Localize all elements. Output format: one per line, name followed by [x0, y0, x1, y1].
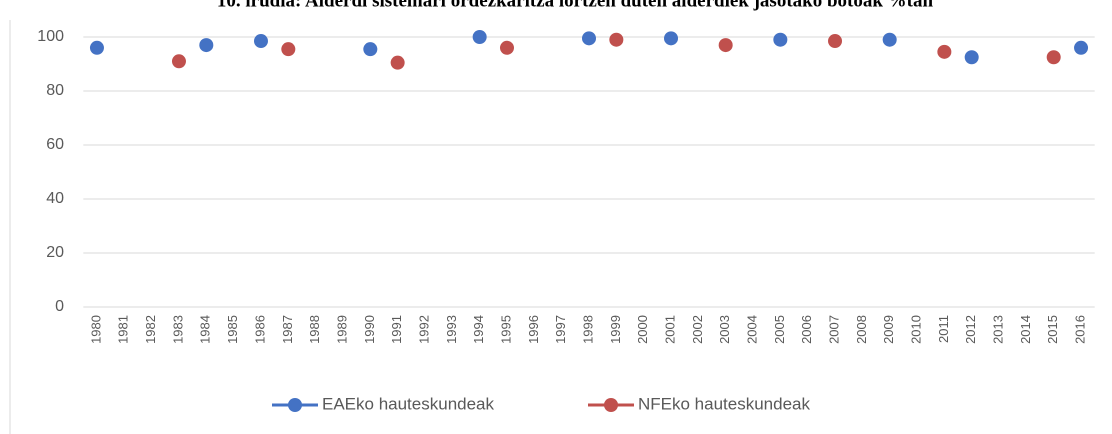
- x-tick-label: 2009: [881, 315, 896, 344]
- legend-label: NFEko hauteskundeak: [638, 394, 810, 413]
- x-tick-label: 2005: [772, 315, 787, 344]
- x-tick-label: 2006: [799, 315, 814, 344]
- y-tick-label: 40: [46, 190, 64, 207]
- legend-marker: [604, 398, 618, 412]
- marker: [582, 31, 596, 46]
- x-tick-label: 1992: [416, 315, 431, 344]
- x-tick-label: 2004: [744, 315, 759, 344]
- x-tick-label: 1986: [252, 315, 267, 344]
- marker: [773, 32, 788, 47]
- legend-label: EAEko hauteskundeak: [322, 394, 495, 413]
- marker: [171, 54, 186, 69]
- marker: [964, 50, 979, 65]
- x-tick-label: 2002: [690, 315, 705, 344]
- x-tick-label: 1999: [608, 315, 623, 344]
- y-tick-label: 0: [55, 298, 64, 315]
- x-tick-label: 2014: [1018, 315, 1033, 344]
- marker: [89, 40, 104, 55]
- legend-marker: [288, 398, 302, 412]
- marker: [281, 42, 296, 57]
- x-tick-label: 1987: [280, 315, 295, 344]
- x-tick-label: 1993: [444, 315, 459, 344]
- x-tick-label: 1982: [143, 315, 158, 344]
- marker: [499, 40, 514, 55]
- x-tick-label: 1991: [389, 315, 404, 344]
- x-tick-label: 1990: [362, 315, 377, 344]
- x-tick-label: 1981: [116, 315, 131, 344]
- marker: [609, 32, 624, 47]
- x-tick-label: 2015: [1045, 315, 1060, 344]
- y-tick-label: 20: [46, 244, 64, 261]
- marker: [472, 30, 487, 44]
- marker: [828, 34, 843, 49]
- marker: [882, 32, 897, 47]
- x-tick-label: 2011: [936, 315, 951, 343]
- x-tick-label: 2000: [635, 315, 650, 344]
- marker: [718, 38, 733, 53]
- x-tick-label: 1984: [198, 315, 213, 344]
- x-tick-label: 1985: [225, 315, 240, 344]
- x-tick-label: 1989: [334, 315, 349, 344]
- x-tick-label: 2013: [990, 315, 1005, 344]
- x-tick-label: 2001: [662, 315, 677, 344]
- x-tick-label: 2003: [717, 315, 732, 344]
- x-tick-label: 2016: [1072, 315, 1087, 344]
- x-tick-label: 1998: [580, 315, 595, 344]
- x-tick-label: 1995: [498, 315, 513, 344]
- x-tick-label: 1997: [553, 315, 568, 344]
- marker: [390, 55, 405, 70]
- x-tick-label: 1994: [471, 315, 486, 344]
- y-tick-label: 60: [46, 136, 64, 153]
- x-tick-label: 2010: [908, 315, 923, 344]
- marker: [937, 44, 952, 59]
- x-tick-label: 2012: [963, 315, 978, 344]
- marker: [199, 38, 214, 53]
- x-tick-label: 1980: [88, 315, 103, 344]
- marker: [1046, 50, 1061, 65]
- marker: [253, 34, 268, 49]
- chart-title: 10. irudia: Alderdi sistemari ordezkarit…: [217, 0, 934, 11]
- marker: [363, 42, 378, 57]
- marker: [664, 31, 679, 46]
- x-tick-label: 1988: [307, 315, 322, 344]
- y-tick-label: 80: [46, 82, 64, 99]
- x-tick-label: 2007: [826, 315, 841, 344]
- marker: [1074, 40, 1089, 55]
- x-tick-label: 2008: [854, 315, 869, 344]
- y-tick-label: 100: [37, 28, 64, 45]
- x-tick-label: 1983: [170, 315, 185, 344]
- x-tick-label: 1996: [526, 315, 541, 344]
